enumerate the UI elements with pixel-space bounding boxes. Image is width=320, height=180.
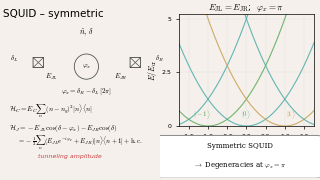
Text: $E_{JL}$: $E_{JL}$ [45,72,58,82]
Text: $\mathcal{H}_J = -E_{JL}\cos(\delta - \varphi_x) - E_{JR}\cos(\delta)$: $\mathcal{H}_J = -E_{JL}\cos(\delta - \v… [9,122,117,134]
Text: $\boxtimes$: $\boxtimes$ [31,55,45,71]
Text: $\varphi_x = \delta_R - \delta_L\,[2\pi]$: $\varphi_x = \delta_R - \delta_L\,[2\pi]… [61,87,112,97]
Text: tunneling amplitude: tunneling amplitude [38,154,102,159]
Text: SQUID – symmetric: SQUID – symmetric [4,9,104,19]
Text: $\delta_L$: $\delta_L$ [10,54,18,64]
Text: $\varphi_x$: $\varphi_x$ [82,62,91,71]
Text: $|-1\rangle$: $|-1\rangle$ [193,108,211,121]
Y-axis label: $E/E_{\mathrm{or}}$: $E/E_{\mathrm{or}}$ [146,59,159,81]
Text: $\mathcal{H}_C = E_C \sum_n (n - n_g)^2 |n\rangle\langle n|$: $\mathcal{H}_C = E_C \sum_n (n - n_g)^2 … [9,102,92,120]
Text: $|1\rangle$: $|1\rangle$ [285,108,296,121]
Text: $\boxtimes$: $\boxtimes$ [128,55,142,71]
Text: $\rightarrow$ Degeneracies at $\varphi_x = \pi$: $\rightarrow$ Degeneracies at $\varphi_x… [194,160,286,171]
Text: Symmetric SQUID: Symmetric SQUID [207,142,273,150]
Text: $|0\rangle$: $|0\rangle$ [241,108,252,121]
FancyBboxPatch shape [155,135,320,178]
X-axis label: $n_g$: $n_g$ [242,140,251,150]
Title: $E_{\mathrm{JL}} = E_{\mathrm{JR}}$;  $\varphi_x = \pi$: $E_{\mathrm{JL}} = E_{\mathrm{JR}}$; $\v… [208,2,284,14]
Text: $\hat{n},\,\delta$: $\hat{n},\,\delta$ [79,26,94,38]
Text: $= -\frac{1}{2}\sum_n (E_{JL} e^{-i\varphi_x} + E_{JR})|n\rangle\langle n+1| + \: $= -\frac{1}{2}\sum_n (E_{JL} e^{-i\varp… [17,135,143,152]
Text: $E_{JR}$: $E_{JR}$ [114,72,128,82]
Text: $\delta_R$: $\delta_R$ [155,54,163,64]
